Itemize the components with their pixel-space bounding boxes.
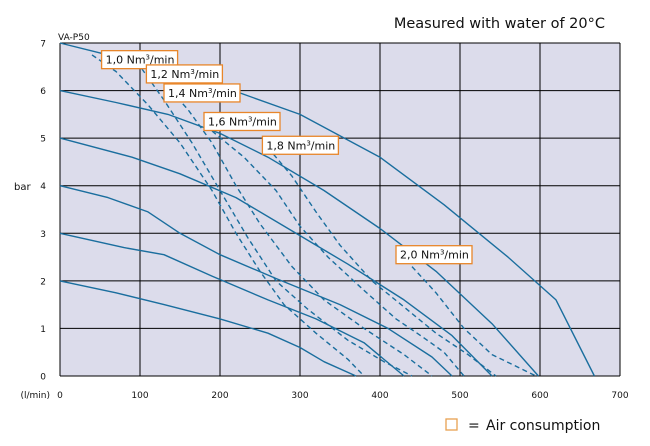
x-tick-label: 100	[131, 391, 148, 401]
air-label-text: 1,0 Nm3/min	[106, 54, 175, 67]
series-lines	[59, 42, 596, 377]
air-consumption-line	[91, 54, 365, 377]
model-label: VA-P50	[58, 33, 90, 43]
air-consumption-label: 1,0 Nm3/min	[100, 50, 179, 70]
pressure-curve	[59, 232, 405, 377]
legend: = Air consumption	[445, 418, 600, 434]
air-label-box	[261, 135, 340, 155]
y-tick-label: 4	[40, 182, 46, 192]
x-tick-label: 300	[291, 391, 308, 401]
legend-equals: =	[468, 418, 480, 434]
x-axis-label: (l/min)	[20, 391, 50, 401]
pressure-curve	[59, 280, 357, 377]
y-tick-label: 0	[40, 373, 46, 383]
air-label-text: 2,0 Nm3/min	[400, 249, 469, 262]
air-consumption-label: 2,0 Nm3/min	[395, 245, 473, 265]
air-label-text: 1,4 Nm3/min	[168, 87, 237, 100]
y-tick-label: 5	[40, 135, 46, 145]
air-label-text: 1,8 Nm3/min	[266, 139, 335, 152]
air-consumption-label: 1,8 Nm3/min	[261, 135, 340, 155]
y-tick-label: 7	[40, 40, 46, 50]
air-consumption-line	[267, 147, 497, 377]
y-tick-label: 3	[40, 230, 46, 240]
air-label-box	[395, 245, 473, 265]
air-consumption-line	[159, 78, 433, 377]
air-consumption-line	[131, 54, 413, 377]
y-tick-label: 2	[40, 277, 46, 287]
pressure-curve	[59, 137, 493, 377]
air-label-box	[203, 111, 281, 132]
air-label-box	[100, 50, 179, 70]
air-consumption-line	[211, 130, 465, 377]
x-tick-label: 0	[57, 391, 63, 401]
x-tick-label: 700	[611, 391, 628, 401]
plot-area	[60, 43, 620, 376]
air-label-text: 1,2 Nm3/min	[150, 68, 219, 81]
grid-lines	[59, 42, 621, 377]
y-axis-label: bar	[14, 182, 31, 193]
air-label-box	[163, 83, 241, 103]
x-tick-label: 600	[531, 391, 548, 401]
air-consumption-label: 1,4 Nm3/min	[163, 83, 241, 103]
legend-swatch	[445, 418, 458, 431]
air-consumption-line	[411, 266, 537, 377]
legend-label: Air consumption	[486, 418, 600, 434]
air-consumption-label: 1,6 Nm3/min	[203, 111, 281, 132]
chart-title: Measured with water of 20°C	[394, 16, 605, 32]
pressure-curve	[59, 89, 539, 377]
x-tick-label: 500	[451, 391, 468, 401]
x-tick-label: 400	[371, 391, 388, 401]
y-tick-label: 1	[40, 325, 46, 335]
air-consumption-label: 1,2 Nm3/min	[145, 64, 224, 84]
pressure-curve	[59, 185, 453, 377]
air-label-text: 1,6 Nm3/min	[208, 115, 277, 128]
y-tick-label: 6	[40, 87, 46, 97]
air-label-box	[145, 64, 224, 84]
x-tick-label: 200	[211, 391, 228, 401]
